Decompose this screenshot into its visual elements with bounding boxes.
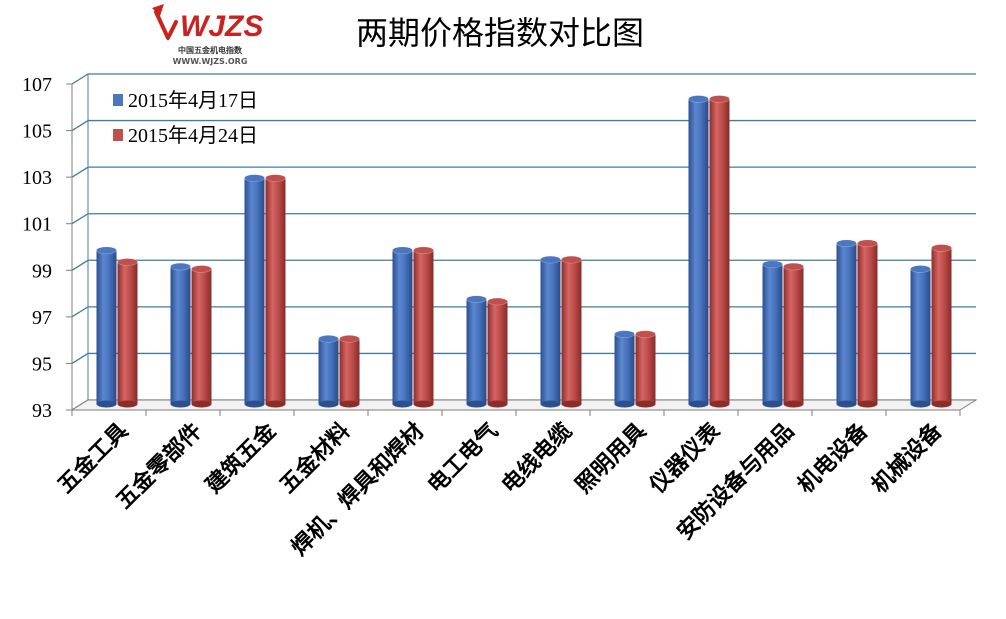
x-axis: 五金工具五金零部件建筑五金五金材料焊机、焊具和焊材电工电气电线电缆照明用具仪器仪… — [53, 409, 961, 561]
bar-series1 — [540, 255, 561, 408]
y-tick-label: 101 — [22, 214, 52, 236]
bar-series1 — [614, 330, 635, 408]
bar-series2 — [191, 265, 212, 408]
gridline — [71, 73, 976, 85]
bar-series2 — [413, 246, 434, 408]
x-tick-label: 焊机、焊具和焊材 — [286, 418, 429, 561]
legend-swatch — [113, 94, 123, 106]
bar-series1 — [762, 260, 783, 408]
bar-series1 — [392, 246, 413, 408]
legend-item: 2015年4月24日 — [113, 124, 258, 147]
bar-series2 — [709, 95, 730, 408]
legend-swatch — [113, 129, 123, 141]
y-tick-label: 97 — [32, 307, 52, 329]
x-tick-label: 建筑五金 — [201, 417, 282, 498]
x-tick-label: 照明用具 — [571, 418, 652, 499]
gridline — [71, 213, 976, 225]
bar-series2 — [635, 330, 656, 408]
logo-subtitle: 中国五金机电指数 — [178, 46, 242, 55]
legend-label: 2015年4月17日 — [128, 89, 258, 112]
y-tick-label: 95 — [32, 353, 52, 375]
bar-series2 — [339, 334, 360, 408]
bar-series2 — [487, 297, 508, 408]
x-tick-label: 机电设备 — [793, 417, 874, 498]
chart-title: 两期价格指数对比图 — [355, 14, 644, 52]
logo: WJZS 中国五金机电指数 WWW.WJZS.ORG — [150, 0, 270, 72]
gridline — [71, 166, 976, 178]
bar-series1 — [688, 95, 709, 408]
y-tick-label: 99 — [32, 260, 52, 282]
y-axis: 93 95 97 99 101 103 105 107 — [22, 74, 72, 422]
bar-series1 — [96, 246, 117, 408]
logo-url: WWW.WJZS.ORG — [172, 57, 248, 66]
bar-series1 — [910, 265, 931, 408]
legend-label: 2015年4月24日 — [128, 124, 258, 147]
x-tick-label: 电工电气 — [423, 418, 504, 499]
chart-bars — [96, 95, 952, 408]
bar-series2 — [561, 255, 582, 408]
y-tick-label: 107 — [22, 74, 52, 96]
chart-grid — [70, 73, 978, 411]
logo-mark-icon: WJZS — [152, 4, 263, 43]
legend-item: 2015年4月17日 — [113, 89, 258, 112]
x-tick-label: 机械设备 — [867, 417, 948, 498]
bar-series1 — [170, 262, 191, 408]
bar-series2 — [783, 262, 804, 408]
bar-series1 — [244, 174, 265, 408]
y-tick-label: 105 — [22, 121, 52, 143]
bar-series2 — [857, 239, 878, 408]
bar-series1 — [836, 239, 857, 408]
bar-series1 — [466, 295, 487, 408]
legend: 2015年4月17日 2015年4月24日 — [113, 89, 258, 147]
bar-series1 — [318, 334, 339, 408]
bar-series2 — [265, 174, 286, 408]
x-tick-label: 电线电缆 — [497, 418, 578, 499]
bar-series2 — [931, 244, 952, 408]
bar-series2 — [117, 258, 138, 408]
y-tick-label: 103 — [22, 167, 52, 189]
y-tick-label: 93 — [32, 400, 52, 422]
logo-brand: WJZS — [180, 10, 263, 43]
